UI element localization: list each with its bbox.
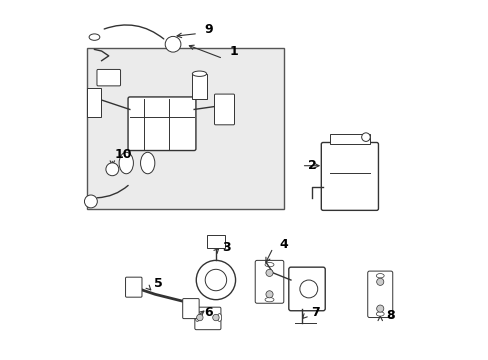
FancyBboxPatch shape [97,69,121,86]
Ellipse shape [140,152,155,174]
Circle shape [106,163,119,176]
FancyBboxPatch shape [183,298,199,319]
Circle shape [196,260,235,300]
Circle shape [265,269,272,276]
Text: 6: 6 [204,306,213,319]
Bar [206,235,224,248]
FancyBboxPatch shape [128,97,196,150]
FancyBboxPatch shape [321,143,378,210]
FancyBboxPatch shape [125,277,142,297]
Text: 1: 1 [229,45,238,58]
FancyBboxPatch shape [367,271,392,318]
Circle shape [265,291,272,298]
Ellipse shape [89,34,100,40]
Ellipse shape [376,312,384,316]
FancyBboxPatch shape [194,307,221,330]
Text: 4: 4 [279,238,287,251]
Circle shape [361,133,369,141]
Text: 8: 8 [386,309,394,322]
FancyBboxPatch shape [255,260,283,303]
Circle shape [299,280,317,298]
Text: 10: 10 [114,148,132,162]
Circle shape [376,305,383,312]
Text: 2: 2 [307,159,316,172]
FancyBboxPatch shape [288,267,325,311]
Ellipse shape [264,262,273,267]
Ellipse shape [195,314,199,321]
Ellipse shape [192,71,206,76]
Bar [87,88,101,117]
Bar [87,48,283,208]
Text: 5: 5 [154,277,163,290]
Ellipse shape [376,274,384,278]
Text: 3: 3 [222,241,230,255]
Circle shape [196,314,203,321]
Circle shape [212,314,219,321]
Text: 9: 9 [204,23,213,36]
Ellipse shape [217,314,221,321]
Bar [192,74,206,99]
Circle shape [376,278,383,285]
Circle shape [165,36,181,52]
FancyBboxPatch shape [214,94,234,125]
Ellipse shape [119,152,133,174]
Text: 7: 7 [311,306,320,319]
Circle shape [205,269,226,291]
Ellipse shape [264,297,273,302]
Circle shape [84,195,97,208]
Bar [329,134,369,144]
